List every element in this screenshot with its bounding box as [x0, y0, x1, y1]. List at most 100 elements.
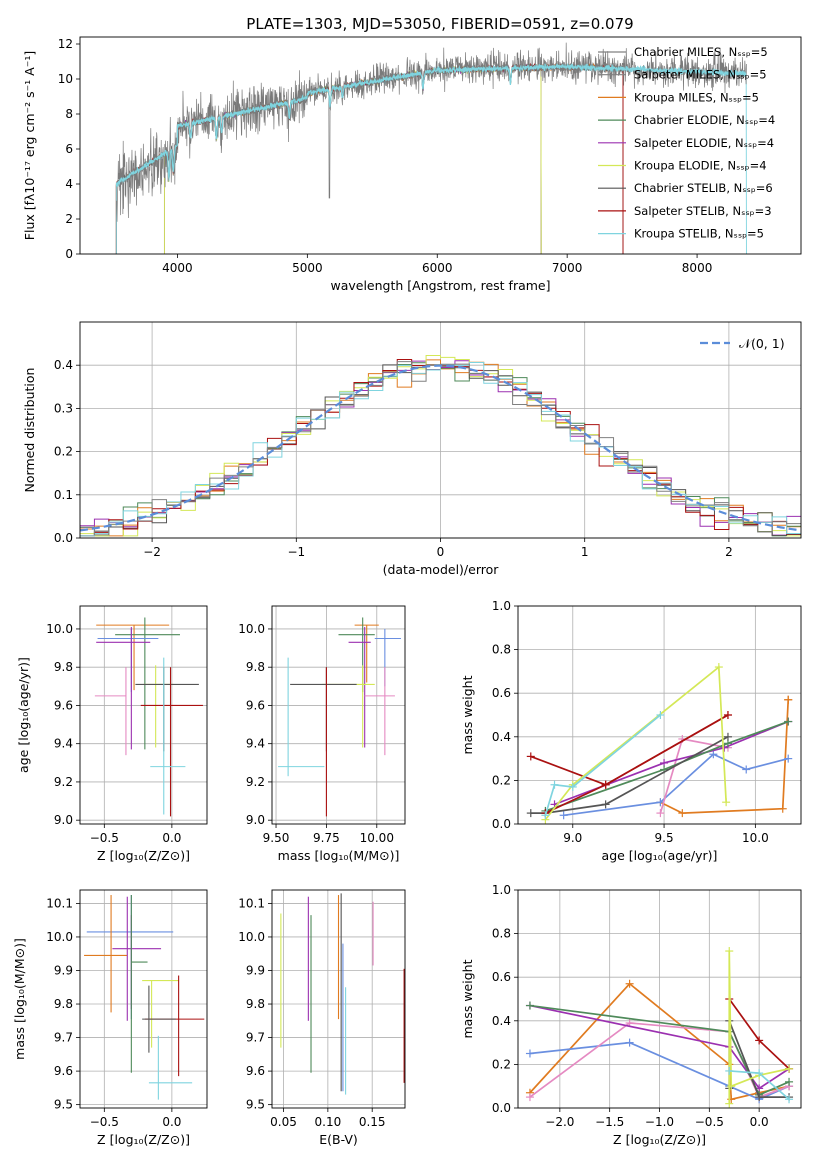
x-tick-label: 0.05 [270, 1115, 297, 1129]
x-tick-label: 5000 [292, 261, 323, 275]
y-tick-label: 9.2 [246, 775, 265, 789]
axes-frame [79, 889, 208, 1109]
legend-entry: Chabrier ELODIE, Nₛₛₚ=4 [634, 113, 775, 127]
y-tick-label: 10.0 [46, 930, 73, 944]
x-axis-label: wavelength [Angstrom, rest frame] [330, 278, 550, 293]
panel-age_vs_Z: −0.5 0.0 9.0 9.2 9.4 9.6 9.8 10.0 Z [log₁₀(Z/Z⊙)… [16, 605, 208, 863]
histogram-step [80, 354, 801, 537]
y-tick-label: 9.5 [246, 1098, 265, 1112]
model-line [115, 63, 624, 254]
x-tick-label: 8000 [682, 261, 713, 275]
x-tick-label: 9.0 [563, 831, 582, 845]
y-tick-label: 0.4 [54, 358, 73, 372]
y-tick-label: 9.4 [246, 737, 265, 751]
plot-area-age_vs_Z [94, 617, 203, 817]
x-tick-label: 0.0 [162, 831, 181, 845]
weight-line [530, 714, 729, 786]
panel-mass_vs_Z: −0.5 0.0 9.5 9.6 9.7 9.8 9.9 10.0 10.1 Z [log₁₀(Z… [12, 889, 208, 1147]
y-tick-label: 9.8 [246, 660, 265, 674]
y-axis-label: age [log₁₀(age/yr)] [16, 657, 31, 773]
panel-mass_weight_vs_age: 9.0 9.5 10.0 0.0 0.2 0.4 0.6 0.8 1.0 age [log₁₀(a… [460, 599, 802, 863]
x-axis-label: Z [log₁₀(Z/Z⊙)] [613, 1132, 706, 1147]
y-tick-label: 0.0 [492, 1101, 511, 1115]
x-tick-label: −1 [287, 545, 305, 559]
x-tick-label: 6000 [422, 261, 453, 275]
x-tick-label: 9.50 [263, 831, 290, 845]
x-tick-label: −2.0 [545, 1115, 574, 1129]
y-tick-label: 9.9 [54, 963, 73, 977]
x-tick-label: −0.5 [90, 831, 119, 845]
legend-entry: Kroupa MILES, Nₛₛₚ=5 [634, 90, 759, 104]
legend-entry: Chabrier MILES, Nₛₛₚ=5 [634, 45, 768, 59]
legend-entry: Salpeter ELODIE, Nₛₛₚ=4 [634, 136, 774, 150]
y-tick-label: 9.7 [54, 1031, 73, 1045]
plot-area-mass_vs_EBV [280, 893, 405, 1095]
plot-area-age_vs_mass [278, 617, 401, 817]
x-tick-label: −1.5 [595, 1115, 624, 1129]
y-tick-label: 1.0 [492, 599, 511, 613]
axes-frame [517, 889, 802, 1109]
x-tick-label: 10.00 [360, 831, 394, 845]
y-tick-label: 9.6 [54, 1064, 73, 1078]
legend-entry: 𝒩(0, 1) [739, 336, 785, 351]
plot-area-mass_weight_vs_age [526, 663, 793, 824]
y-tick-label: 0.0 [492, 817, 511, 831]
x-tick-label: 0.0 [162, 1115, 181, 1129]
y-tick-label: 0.3 [54, 401, 73, 415]
legend-entry: Chabrier STELIB, Nₛₛₚ=6 [634, 181, 773, 195]
x-tick-label: 7000 [552, 261, 583, 275]
y-tick-label: 8 [65, 107, 73, 121]
y-tick-label: 9.6 [54, 698, 73, 712]
y-tick-label: 0.2 [492, 1057, 511, 1071]
y-tick-label: 9.8 [246, 997, 265, 1011]
x-tick-label: 9.75 [313, 831, 340, 845]
axes-frame [271, 889, 406, 1109]
y-tick-label: 6 [65, 142, 73, 156]
axes-frame [79, 321, 802, 539]
y-tick-label: 10.1 [238, 896, 265, 910]
plot-area-residuals [80, 354, 801, 537]
figure-title: PLATE=1303, MJD=53050, FIBERID=0591, z=0… [246, 15, 633, 33]
y-tick-label: 1.0 [492, 883, 511, 897]
y-tick-label: 2 [65, 212, 73, 226]
y-tick-label: 9.8 [54, 660, 73, 674]
y-tick-label: 9.4 [54, 737, 73, 751]
axes-frame [517, 605, 802, 825]
charts-layer: PLATE=1303, MJD=53050, FIBERID=0591, z=0… [12, 15, 802, 1147]
y-tick-label: 0.8 [492, 643, 511, 657]
y-tick-label: 9.6 [246, 1064, 265, 1078]
axes-frame [79, 605, 208, 825]
y-tick-label: 10 [58, 72, 73, 86]
weight-line [660, 699, 790, 814]
y-tick-label: 12 [58, 37, 73, 51]
panel-mass_vs_EBV: 0.05 0.10 0.15 9.5 9.6 9.7 9.8 9.9 10.0 10.1 E(B-V… [238, 889, 406, 1147]
legend-entry: Kroupa ELODIE, Nₛₛₚ=4 [634, 159, 767, 173]
y-tick-label: 0.0 [54, 531, 73, 545]
weight-line [529, 1004, 790, 1090]
x-axis-label: Z [log₁₀(Z/Z⊙)] [97, 848, 190, 863]
axes-frame [79, 36, 802, 255]
x-axis-label: (data-model)/error [383, 562, 500, 577]
y-tick-label: 9.2 [54, 775, 73, 789]
model-line [115, 62, 624, 254]
y-tick-label: 9.7 [246, 1031, 265, 1045]
y-axis-label: mass weight [460, 675, 475, 754]
y-tick-label: 0 [65, 247, 73, 261]
x-tick-label: −2 [143, 545, 161, 559]
weight-line [544, 714, 661, 816]
model-line [115, 62, 624, 254]
y-tick-label: 9.0 [54, 813, 73, 827]
x-tick-label: 9.5 [655, 831, 674, 845]
x-tick-label: −1.0 [645, 1115, 674, 1129]
y-tick-label: 0.2 [492, 773, 511, 787]
legend-residuals: 𝒩(0, 1) [700, 336, 785, 351]
y-tick-label: 0.2 [54, 445, 73, 459]
y-axis-label: Normed distribution [22, 368, 37, 493]
y-tick-label: 9.5 [54, 1098, 73, 1112]
x-axis-label: mass [log₁₀(M/M⊙)] [278, 848, 400, 863]
panel-mass_weight_vs_Z: −2.0 −1.5 −1.0 −0.5 0.0 0.0 0.2 0.4 0.6 0.8 1.0 Z [… [460, 883, 802, 1147]
y-tick-label: 10.0 [46, 622, 73, 636]
x-tick-label: 4000 [162, 261, 193, 275]
x-tick-label: 2 [725, 545, 733, 559]
y-axis-label: mass [log₁₀(M/M⊙)] [12, 938, 27, 1060]
